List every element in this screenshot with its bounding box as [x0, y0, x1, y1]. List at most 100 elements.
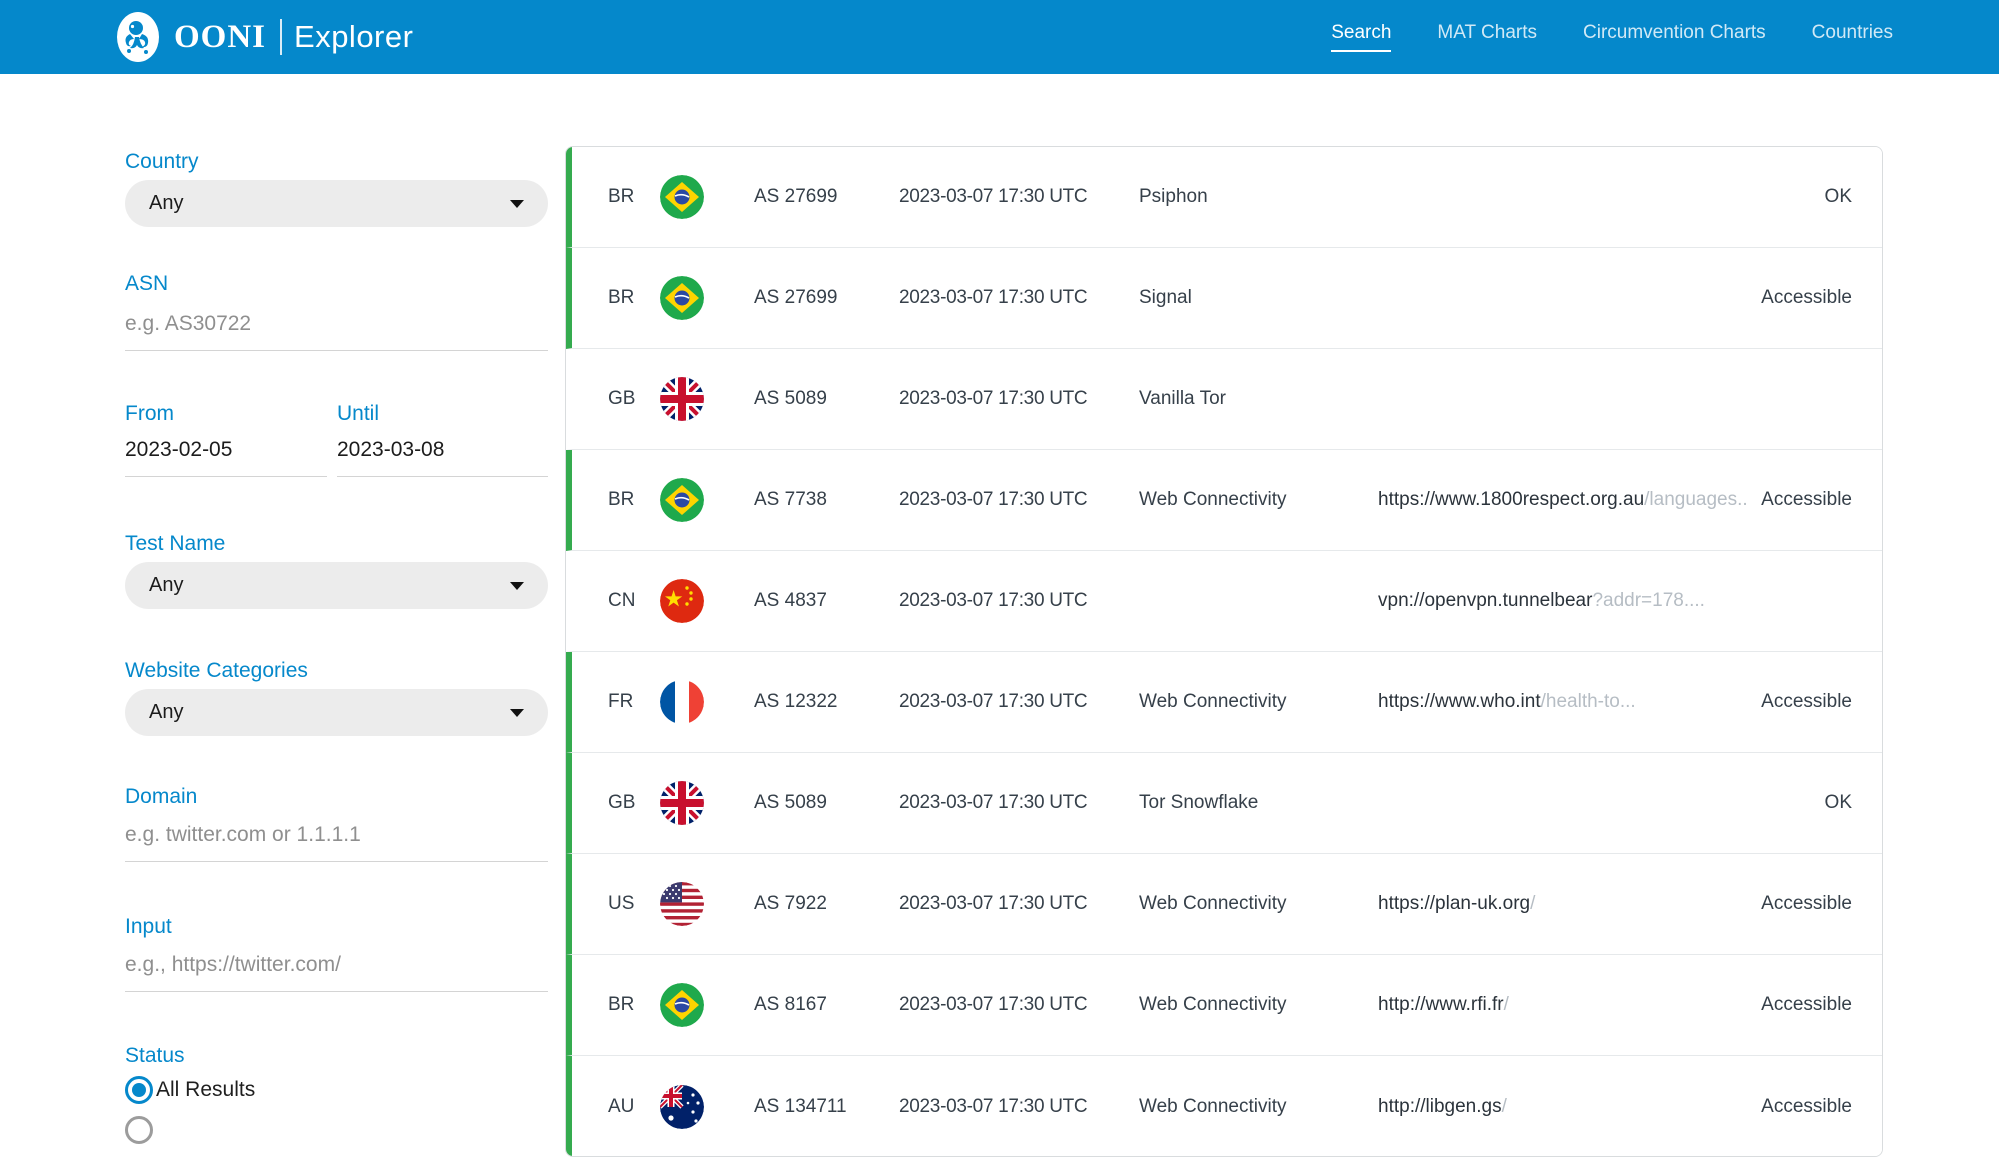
status-badge: OK [1824, 186, 1852, 207]
measurement-date: 2023-03-07 17:30 UTC [899, 792, 1088, 813]
result-row[interactable]: AU AS 134711 2023-03-07 17:30 UTC Web Co… [566, 1056, 1882, 1156]
measurement-input: https://www.1800respect.org.au/languages… [1378, 489, 1748, 510]
measurement-date: 2023-03-07 17:30 UTC [899, 186, 1088, 207]
status-badge: Accessible [1761, 691, 1852, 712]
status-badge: Accessible [1761, 893, 1852, 914]
measurement-date: 2023-03-07 17:30 UTC [899, 893, 1088, 914]
input-label: Input [125, 915, 172, 938]
nav-link-circumvention-charts[interactable]: Circumvention Charts [1583, 22, 1766, 43]
measurement-input: vpn://openvpn.tunnelbear ?addr=178.... [1378, 590, 1705, 611]
test-name: Tor Snowflake [1139, 792, 1259, 813]
measurement-input: https://www.who.int/health-to... [1378, 691, 1636, 712]
result-row[interactable]: FR AS 12322 2023-03-07 17:30 UTC Web Con… [566, 652, 1882, 753]
test-name-select-value: Any [149, 574, 184, 596]
measurement-date: 2023-03-07 17:30 UTC [899, 489, 1088, 510]
result-row[interactable]: BR AS 27699 2023-03-07 17:30 UTC Psiphon… [566, 147, 1882, 248]
result-row[interactable]: GB AS 5089 2023-03-07 17:30 UTC Tor Snow… [566, 753, 1882, 854]
website-categories-select[interactable]: Any [125, 689, 548, 736]
top-navbar: OONI Explorer Search MAT Charts Circumve… [0, 0, 1999, 74]
country-code: US [608, 893, 635, 914]
flag-br-icon [660, 478, 754, 522]
result-row[interactable]: BR AS 8167 2023-03-07 17:30 UTC Web Conn… [566, 955, 1882, 1056]
status-badge: Accessible [1761, 287, 1852, 308]
radio-selected-icon [125, 1076, 153, 1104]
flag-br-icon [660, 983, 754, 1027]
test-name: Web Connectivity [1139, 1095, 1287, 1117]
asn-value: AS 134711 [754, 1095, 847, 1117]
test-name: Web Connectivity [1139, 489, 1287, 510]
asn-value: AS 5089 [754, 792, 827, 813]
website-categories-select-value: Any [149, 701, 184, 723]
status-label: Status [125, 1044, 185, 1067]
nav-link-mat-charts[interactable]: MAT Charts [1437, 22, 1537, 43]
country-code: BR [608, 287, 635, 308]
status-badge: OK [1824, 792, 1852, 813]
measurement-date: 2023-03-07 17:30 UTC [899, 388, 1088, 409]
flag-br-icon [660, 175, 754, 219]
test-name-select[interactable]: Any [125, 562, 548, 609]
asn-value: AS 4837 [754, 590, 827, 611]
flag-cn-icon [660, 579, 754, 623]
status-badge: Accessible [1761, 1095, 1852, 1117]
brand[interactable]: OONI Explorer [116, 0, 413, 74]
asn-input[interactable] [125, 312, 548, 351]
from-label: From [125, 402, 174, 425]
asn-value: AS 8167 [754, 994, 827, 1015]
nav-links: Search MAT Charts Circumvention Charts C… [1331, 0, 1893, 74]
until-label: Until [337, 402, 380, 425]
result-row[interactable]: US AS 7922 2023-03-07 17:30 UTC Web Conn… [566, 854, 1882, 955]
asn-label: ASN [125, 272, 169, 295]
until-date-input[interactable] [337, 438, 548, 477]
status-radio-all-results[interactable]: All Results [125, 1076, 255, 1104]
flag-us-icon [660, 882, 754, 926]
nav-link-search[interactable]: Search [1331, 22, 1392, 52]
measurement-date: 2023-03-07 17:30 UTC [899, 1095, 1088, 1117]
measurement-date: 2023-03-07 17:30 UTC [899, 287, 1088, 308]
from-date-input[interactable] [125, 438, 327, 477]
test-name: Signal [1139, 287, 1192, 308]
radio-unselected-icon [125, 1116, 153, 1144]
input-input[interactable] [125, 953, 548, 992]
brand-name: OONI [174, 18, 267, 55]
result-row[interactable]: GB AS 5089 2023-03-07 17:30 UTC Vanilla … [566, 349, 1882, 450]
country-select-value: Any [149, 192, 184, 214]
chevron-down-icon [510, 581, 524, 590]
result-row[interactable]: BR AS 27699 2023-03-07 17:30 UTC Signal … [566, 248, 1882, 349]
chevron-down-icon [510, 708, 524, 717]
test-name: Web Connectivity [1139, 691, 1287, 712]
status-badge: Accessible [1761, 994, 1852, 1015]
test-name-label: Test Name [125, 532, 226, 555]
brand-separator [280, 19, 283, 55]
measurement-date: 2023-03-07 17:30 UTC [899, 691, 1088, 712]
chevron-down-icon [510, 199, 524, 208]
status-radio-partial[interactable] [125, 1116, 153, 1144]
measurement-input: http://libgen.gs / [1378, 1095, 1507, 1117]
measurement-input: https://plan-uk.org / [1378, 893, 1536, 914]
status-radio-label: All Results [156, 1078, 256, 1101]
nav-link-countries[interactable]: Countries [1811, 22, 1893, 43]
domain-input[interactable] [125, 823, 548, 862]
brand-product: Explorer [294, 19, 414, 54]
filter-sidebar: Country Any ASN From Until Test Name Any… [125, 146, 548, 1144]
test-name: Vanilla Tor [1139, 388, 1226, 409]
flag-gb-icon [660, 377, 754, 421]
asn-value: AS 5089 [754, 388, 827, 409]
website-categories-label: Website Categories [125, 659, 308, 682]
flag-fr-icon [660, 680, 754, 724]
test-name: Psiphon [1139, 186, 1208, 207]
status-badge: Accessible [1761, 489, 1852, 510]
measurement-date: 2023-03-07 17:30 UTC [899, 994, 1088, 1015]
ooni-octopus-logo-icon [117, 12, 159, 62]
country-code: BR [608, 994, 635, 1015]
country-code: AU [608, 1095, 635, 1117]
country-code: BR [608, 489, 635, 510]
result-row[interactable]: BR AS 7738 2023-03-07 17:30 UTC Web Conn… [566, 450, 1882, 551]
result-row[interactable]: CN AS 4837 2023-03-07 17:30 UTC vpn://op… [566, 551, 1882, 652]
asn-value: AS 7922 [754, 893, 827, 914]
country-select[interactable]: Any [125, 180, 548, 227]
country-code: GB [608, 388, 636, 409]
asn-value: AS 27699 [754, 287, 838, 308]
asn-value: AS 27699 [754, 186, 838, 207]
flag-gb-icon [660, 781, 754, 825]
country-code: CN [608, 590, 636, 611]
